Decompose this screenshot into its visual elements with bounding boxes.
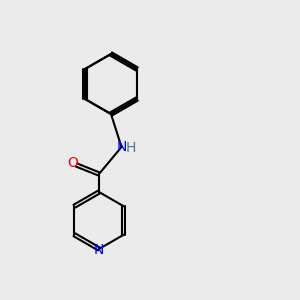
Text: H: H (126, 142, 136, 155)
Text: N: N (116, 140, 127, 154)
Text: N: N (94, 244, 104, 257)
Text: O: O (68, 156, 78, 170)
